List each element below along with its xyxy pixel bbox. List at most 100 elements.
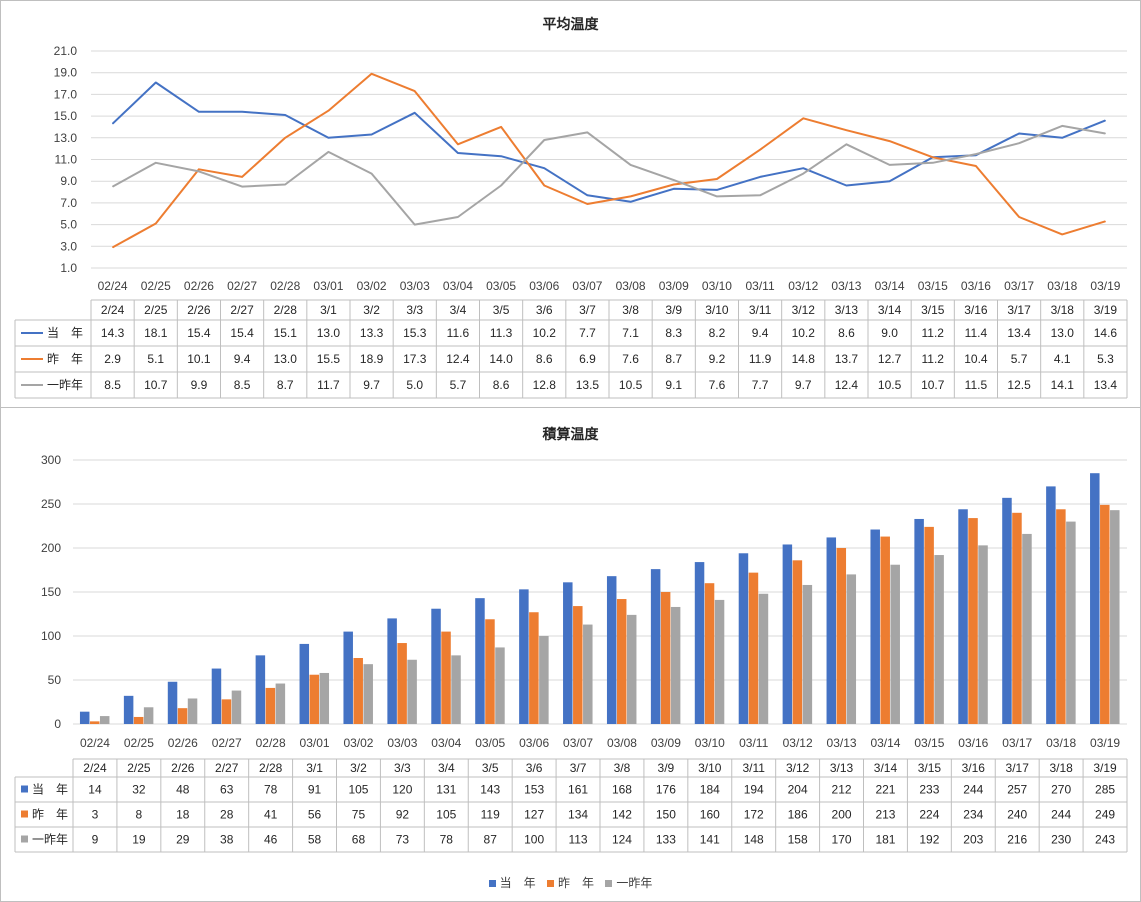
avg-data-point [327, 110, 329, 112]
avg-data-point [1104, 220, 1106, 222]
avg-x-tick-label: 03/04 [443, 279, 473, 293]
avg-table-header: 2/28 [274, 303, 298, 317]
cum-table-cell: 38 [220, 833, 234, 847]
avg-series-line-twoago [112, 124, 1106, 226]
cum-row-key-current [21, 785, 28, 793]
cum-table-cell: 75 [352, 808, 366, 822]
cum-row-label-twoago: 一昨年 [32, 833, 68, 847]
cum-table-cell: 158 [788, 833, 808, 847]
avg-table-header: 3/18 [1051, 303, 1075, 317]
avg-data-point [198, 168, 200, 170]
avg-data-point [673, 188, 675, 190]
avg-table-cell: 12.8 [533, 378, 557, 392]
avg-data-point [500, 155, 502, 157]
cum-table-cell: 131 [436, 783, 456, 797]
cum-table-header: 3/10 [698, 761, 722, 775]
avg-table-cell: 9.4 [752, 326, 769, 340]
avg-x-tick-label: 02/28 [270, 279, 300, 293]
avg-table-cell: 15.4 [230, 326, 254, 340]
cum-table-cell: 91 [308, 783, 322, 797]
avg-data-point [845, 185, 847, 187]
cum-table-header: 2/26 [171, 761, 195, 775]
cum-table-header: 2/28 [259, 761, 283, 775]
avg-data-point [716, 189, 718, 191]
cum-table-cell: 105 [436, 808, 456, 822]
avg-table-cell: 9.4 [234, 352, 251, 366]
cum-bar-current [79, 711, 90, 724]
cum-table-cell: 56 [308, 808, 322, 822]
cum-bar-last [660, 592, 671, 724]
cum-bar-current [738, 553, 749, 724]
avg-table-header: 3/8 [622, 303, 639, 317]
avg-data-point [198, 111, 200, 113]
avg-data-point [500, 126, 502, 128]
avg-table-cell: 10.7 [921, 378, 945, 392]
avg-table-header: 3/5 [493, 303, 510, 317]
avg-x-tick-label: 02/24 [98, 279, 128, 293]
cum-x-tick-label: 03/03 [387, 736, 417, 750]
cum-table-cell: 204 [788, 783, 808, 797]
cum-table-cell: 184 [700, 783, 720, 797]
cum-table-cell: 32 [132, 783, 146, 797]
cum-bar-twoago [1066, 521, 1076, 724]
avg-data-point [586, 131, 588, 133]
avg-table-cell: 12.7 [878, 352, 902, 366]
avg-data-point [457, 143, 459, 145]
cum-table-cell: 270 [1051, 783, 1071, 797]
cum-x-tick-label: 03/02 [343, 736, 373, 750]
avg-data-point [371, 173, 373, 175]
avg-x-tick-label: 03/19 [1090, 279, 1120, 293]
cum-bar-twoago [231, 690, 242, 724]
cum-table-cell: 141 [700, 833, 720, 847]
avg-row-label-current: 当 年 [47, 326, 83, 340]
avg-table-cell: 11.4 [965, 326, 988, 340]
avg-table-cell: 11.9 [749, 352, 772, 366]
avg-data-point [414, 112, 416, 114]
avg-data-point [716, 178, 718, 180]
cum-table-header: 2/27 [215, 761, 239, 775]
avg-table-cell: 2.9 [104, 352, 121, 366]
avg-table-cell: 11.2 [922, 326, 945, 340]
avg-table-cell: 15.5 [317, 352, 341, 366]
cum-y-tick-label: 100 [41, 629, 61, 643]
cum-row-label-current: 当 年 [32, 783, 68, 797]
cum-table-cell: 221 [875, 783, 895, 797]
cum-bar-last [616, 599, 627, 724]
cum-bar-current [694, 562, 705, 724]
cum-bar-current [1046, 486, 1056, 724]
cum-bar-current [826, 537, 837, 724]
avg-table-cell: 8.6 [838, 326, 855, 340]
cum-table-header: 3/5 [482, 761, 499, 775]
avg-data-point [889, 180, 891, 182]
avg-data-point [630, 195, 632, 197]
cum-bar-twoago [626, 614, 637, 724]
cum-bar-last [748, 572, 759, 724]
cum-bar-twoago [187, 698, 198, 724]
cum-x-tick-label: 03/11 [739, 736, 768, 750]
cum-table-header: 3/12 [786, 761, 810, 775]
avg-table-cell: 12.4 [446, 352, 470, 366]
cum-bar-current [914, 518, 924, 724]
cum-table-cell: 181 [875, 833, 895, 847]
avg-table-cell: 15.4 [187, 326, 211, 340]
cum-bar-twoago [99, 716, 110, 724]
avg-table-header: 2/24 [101, 303, 125, 317]
cum-y-tick-label: 0 [54, 717, 61, 731]
avg-data-point [500, 185, 502, 187]
cum-table-cell: 243 [1095, 833, 1115, 847]
cum-bar-last [968, 518, 978, 724]
cum-table-cell: 224 [919, 808, 939, 822]
avg-y-tick-label: 19.0 [54, 66, 78, 80]
cum-table-cell: 234 [963, 808, 983, 822]
avg-data-point [414, 224, 416, 226]
cum-bar-last [880, 536, 890, 724]
avg-y-tick-label: 15.0 [54, 109, 78, 123]
cum-table-header: 3/1 [306, 761, 323, 775]
cum-bar-last [924, 526, 934, 724]
cum-x-tick-label: 02/27 [212, 736, 242, 750]
cum-table-cell: 127 [524, 808, 544, 822]
avg-data-point [759, 194, 761, 196]
avg-table-cell: 11.5 [965, 378, 988, 392]
cum-x-tick-label: 03/12 [783, 736, 813, 750]
avg-data-point [1061, 233, 1063, 235]
